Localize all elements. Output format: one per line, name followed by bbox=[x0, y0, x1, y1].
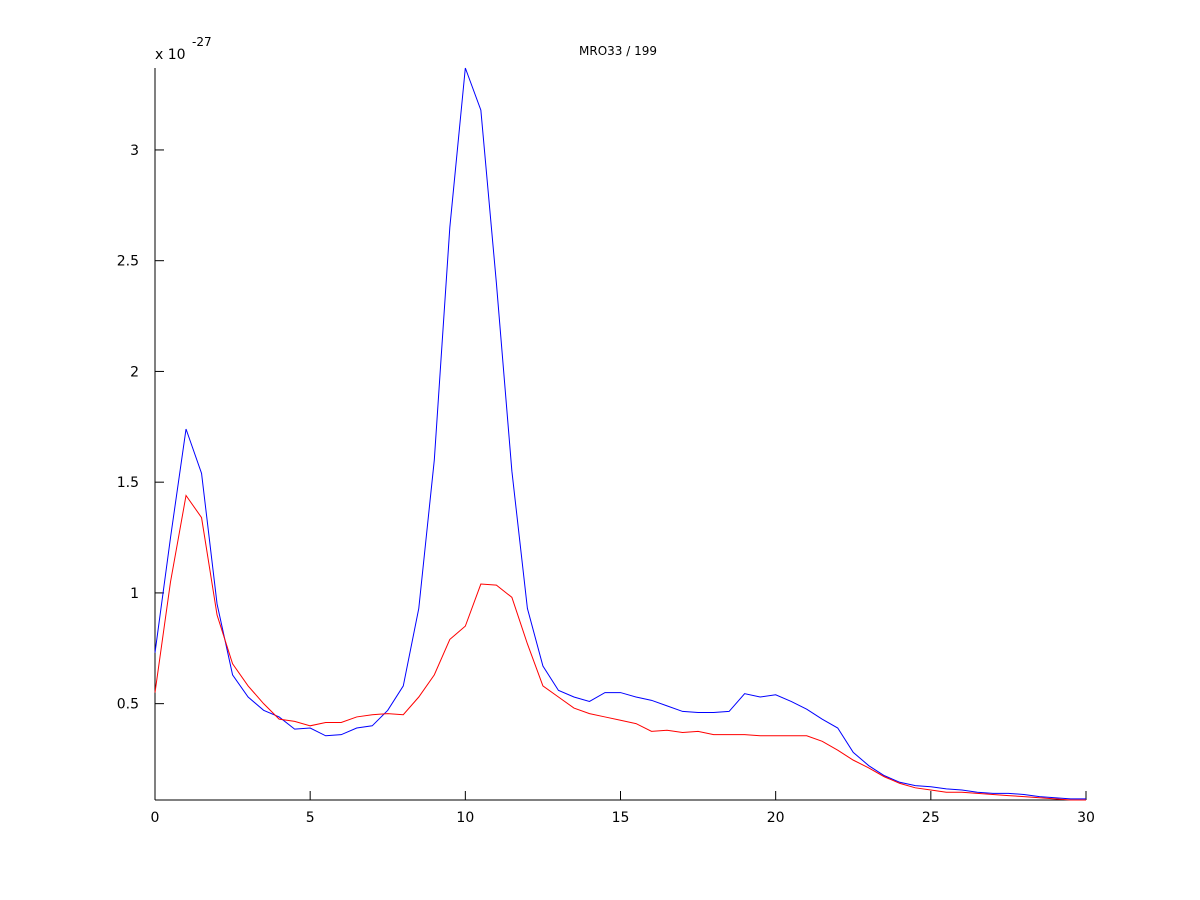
y-tick-label: 0.5 bbox=[117, 697, 139, 713]
x-tick-label: 30 bbox=[1077, 810, 1095, 826]
x-tick-label: 0 bbox=[151, 810, 160, 826]
data-line bbox=[154, 67, 1086, 800]
x-tick-label: 15 bbox=[612, 810, 630, 826]
x-tick-label: 20 bbox=[767, 810, 785, 826]
y-tick-label: 2.5 bbox=[117, 254, 139, 270]
chart-title: MRO33 / 199 bbox=[579, 44, 657, 58]
y-multiplier-base: x 10 bbox=[155, 47, 186, 63]
y-tick-label: 3 bbox=[130, 143, 139, 159]
x-tick-label: 25 bbox=[922, 810, 940, 826]
x-tick-label: 5 bbox=[306, 810, 315, 826]
y-tick-label: 2 bbox=[130, 364, 139, 380]
y-tick-label: 1 bbox=[130, 586, 139, 602]
data-line bbox=[154, 494, 1086, 801]
y-multiplier-exponent: -27 bbox=[192, 35, 212, 49]
x-tick-label: 10 bbox=[456, 810, 474, 826]
y-tick-label: 1.5 bbox=[117, 475, 139, 491]
